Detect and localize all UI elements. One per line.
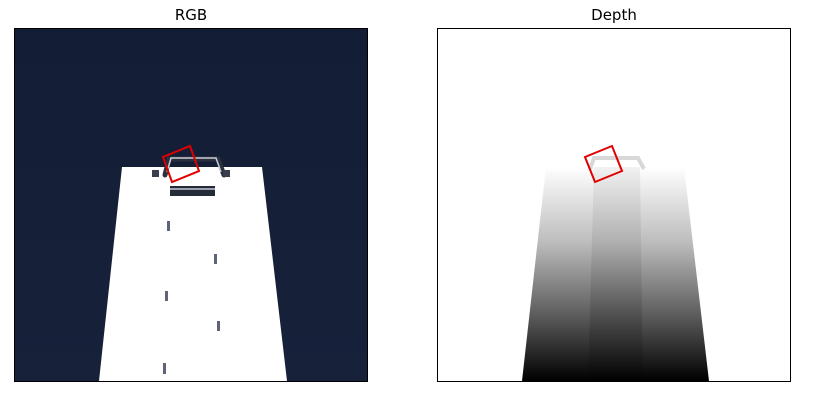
table-surface: [99, 167, 287, 381]
grasp-box: [161, 144, 201, 184]
lane-marker: [167, 221, 170, 231]
lane-marker: [165, 291, 168, 301]
rgb-title: RGB: [174, 6, 208, 24]
lane-marker: [217, 321, 220, 331]
object-foot-left: [152, 170, 159, 177]
depth-panel: [437, 28, 791, 382]
object-foot-right: [223, 170, 230, 177]
depth-title: Depth: [591, 6, 637, 24]
object-base-highlight: [170, 188, 215, 190]
depth-center-band: [588, 167, 643, 381]
grasp-box: [583, 144, 624, 184]
lane-marker: [214, 254, 217, 264]
rgb-image: [15, 29, 367, 381]
rgb-panel: [14, 28, 368, 382]
object-base-bar: [170, 186, 215, 196]
lane-marker: [163, 363, 166, 374]
depth-image: [438, 29, 790, 381]
